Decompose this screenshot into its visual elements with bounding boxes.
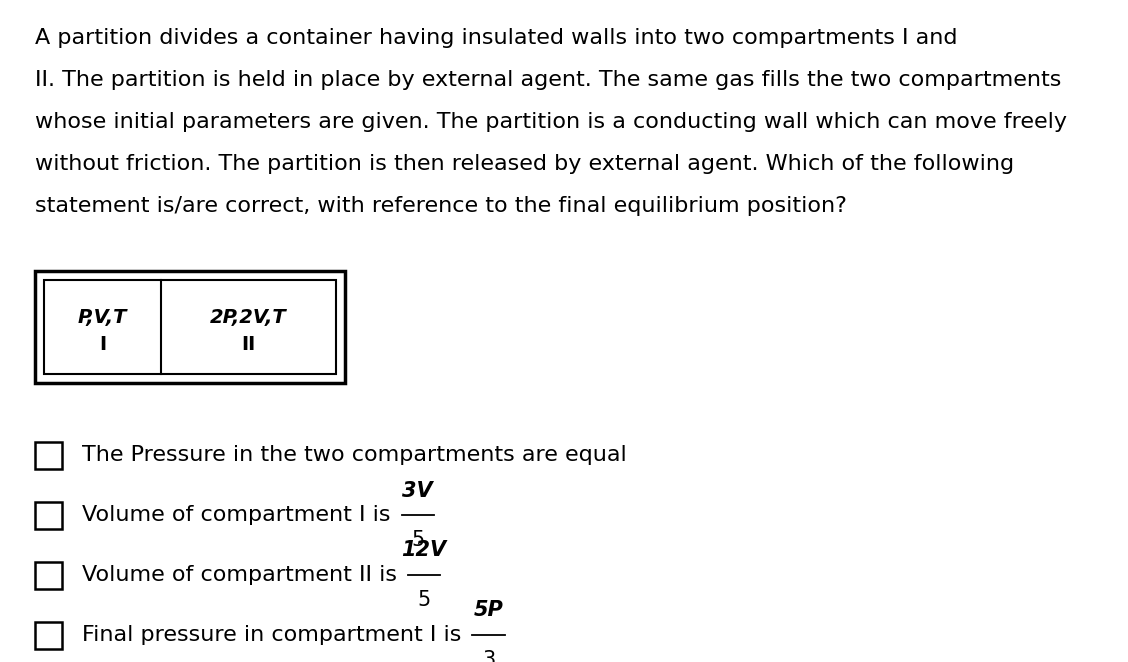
- Text: Volume of compartment I is: Volume of compartment I is: [82, 505, 398, 525]
- Bar: [35, 502, 62, 528]
- Bar: [35, 622, 62, 649]
- Text: Volume of compartment II is: Volume of compartment II is: [82, 565, 404, 585]
- Text: 5: 5: [411, 530, 424, 549]
- Text: statement is/are correct, with reference to the final equilibrium position?: statement is/are correct, with reference…: [35, 196, 847, 216]
- Text: 5: 5: [417, 589, 431, 610]
- Text: 5P: 5P: [474, 600, 503, 620]
- Text: Final pressure in compartment I is: Final pressure in compartment I is: [82, 625, 468, 645]
- Text: P,V,T: P,V,T: [78, 308, 127, 326]
- Text: 3: 3: [482, 649, 495, 662]
- Bar: [35, 271, 345, 383]
- Text: A partition divides a container having insulated walls into two compartments I a: A partition divides a container having i…: [35, 28, 958, 48]
- Text: The Pressure in the two compartments are equal: The Pressure in the two compartments are…: [82, 445, 627, 465]
- Bar: [35, 561, 62, 589]
- Text: 3V: 3V: [403, 481, 433, 500]
- Text: II: II: [241, 334, 256, 354]
- Bar: [35, 442, 62, 469]
- Text: 2P,2V,T: 2P,2V,T: [210, 308, 287, 326]
- Text: whose initial parameters are given. The partition is a conducting wall which can: whose initial parameters are given. The …: [35, 112, 1067, 132]
- Text: I: I: [99, 334, 106, 354]
- Bar: [44, 280, 336, 374]
- Text: without friction. The partition is then released by external agent. Which of the: without friction. The partition is then …: [35, 154, 1014, 174]
- Text: II. The partition is held in place by external agent. The same gas fills the two: II. The partition is held in place by ex…: [35, 70, 1061, 90]
- Text: 12V: 12V: [402, 540, 447, 561]
